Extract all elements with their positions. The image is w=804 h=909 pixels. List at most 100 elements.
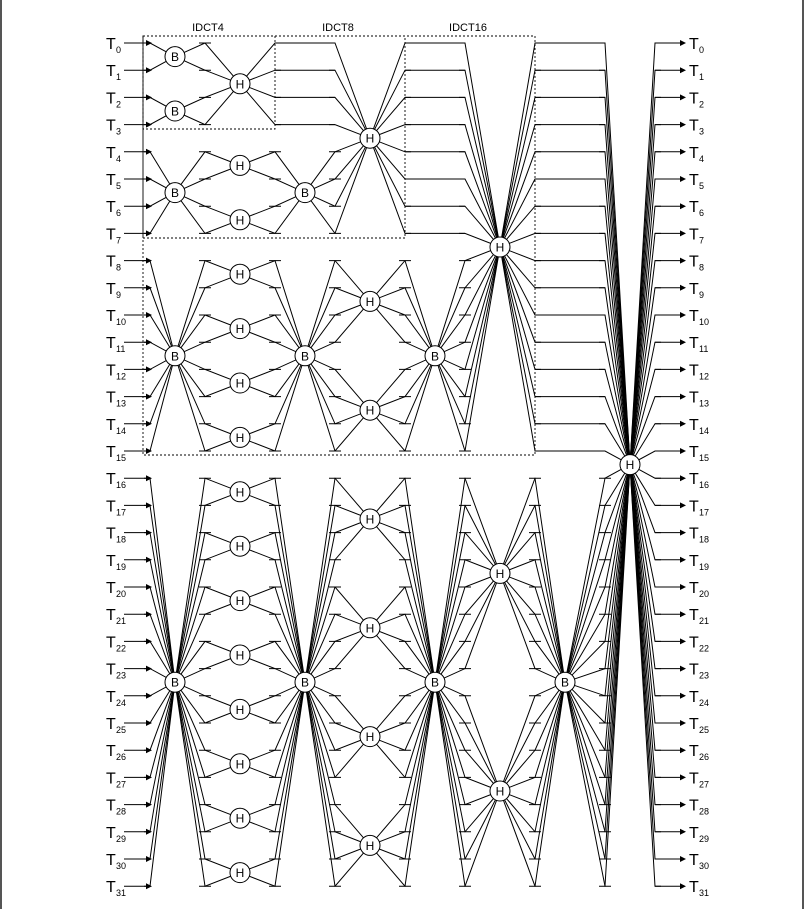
arrow-head-icon [680,692,686,699]
wire-segment [399,668,436,683]
wire-segment [329,627,371,642]
h-node [489,236,511,258]
wire-segment [329,845,371,887]
wire-segment [329,396,371,411]
wire-segment [434,355,471,452]
input-label: T [106,689,116,706]
wire-segment [329,300,371,316]
h-node [619,454,641,476]
wire-segment [564,682,611,806]
input-label: T [106,281,116,298]
wire-segment [529,682,566,887]
wire-segment [399,682,436,860]
node-label: H [236,431,245,445]
left-border [0,0,2,909]
input-subscript: 2 [116,99,121,109]
input-label: T [106,498,116,515]
h-node [359,127,381,149]
wire-segment [269,682,306,833]
wire-segment [459,246,501,398]
output-label: T [689,770,699,787]
wire-segment [529,504,566,683]
output-label: T [689,879,699,896]
wire-segment [459,246,501,343]
arrow-head-icon [680,94,686,101]
wire-segment [199,640,241,656]
input-subscript: 30 [116,861,126,871]
output-label: T [689,852,699,869]
wire-segment [529,668,566,683]
arrow-head-icon [680,774,686,781]
input-label: T [106,226,116,243]
wire-segment [529,532,566,683]
arrow-head-icon [146,121,152,128]
wire-segment [199,368,241,384]
wire-segment [269,668,306,683]
input-subscript: 19 [116,562,126,572]
output-subscript: 9 [699,290,704,300]
h-node [359,617,381,639]
wire-segment [459,246,501,452]
input-subscript: 1 [116,72,121,82]
wire-segment [269,178,306,194]
input-label: T [106,199,116,216]
input-label: T [106,471,116,488]
arrow-head-icon [680,176,686,182]
arrow-head-icon [680,448,686,454]
wire-segment [564,682,611,778]
arrow-head-icon [680,257,686,264]
output-label: T [689,226,699,243]
arrow-head-icon [680,148,686,155]
output-label: T [689,607,699,624]
wire-segment [399,504,436,683]
output-label: T [689,417,699,434]
input-subscript: 7 [116,235,121,245]
wire-segment [399,314,436,357]
node-label: H [366,621,375,635]
wires [124,40,686,890]
h-node [229,426,251,448]
output-subscript: 3 [699,127,704,137]
h-node [229,535,251,557]
arrow-head-icon [146,774,152,781]
wire-segment [399,586,436,683]
wire-segment [199,436,241,452]
wire-segment [199,763,241,778]
arrow-head-icon [680,230,686,237]
wire-segment [269,192,306,234]
output-subscript: 6 [699,208,704,218]
wire-segment [529,640,566,683]
wire-segment [329,477,371,520]
wire-segment [269,151,306,193]
wire-segment [529,681,566,697]
arrow-head-icon [146,747,152,754]
input-label: T [106,825,116,842]
wire-segment [599,464,631,697]
wire-segment [329,42,371,139]
wire-segment [529,681,566,751]
input-subscript: 11 [116,344,125,354]
wire-segment [269,341,306,357]
output-label: T [689,553,699,570]
output-label: T [689,335,699,352]
wire-segment [199,83,241,98]
output-subscript: 24 [699,698,709,708]
output-label: T [689,254,699,271]
input-subscript: 18 [116,535,126,545]
input-label: T [106,118,116,135]
wire-segment [499,573,541,642]
arrow-head-icon [680,801,686,808]
node-label: H [496,785,505,799]
arrow-head-icon [680,856,686,862]
output-subscript: 15 [699,453,709,463]
wire-segment [329,831,371,846]
input-subscript: 6 [116,208,121,218]
input-subscript: 24 [116,698,126,708]
output-subscript: 1 [699,72,704,82]
output-label: T [689,308,699,325]
input-subscript: 12 [116,371,126,381]
output-label: T [689,63,699,80]
wire-segment [199,382,241,398]
wire-segment [199,491,241,506]
